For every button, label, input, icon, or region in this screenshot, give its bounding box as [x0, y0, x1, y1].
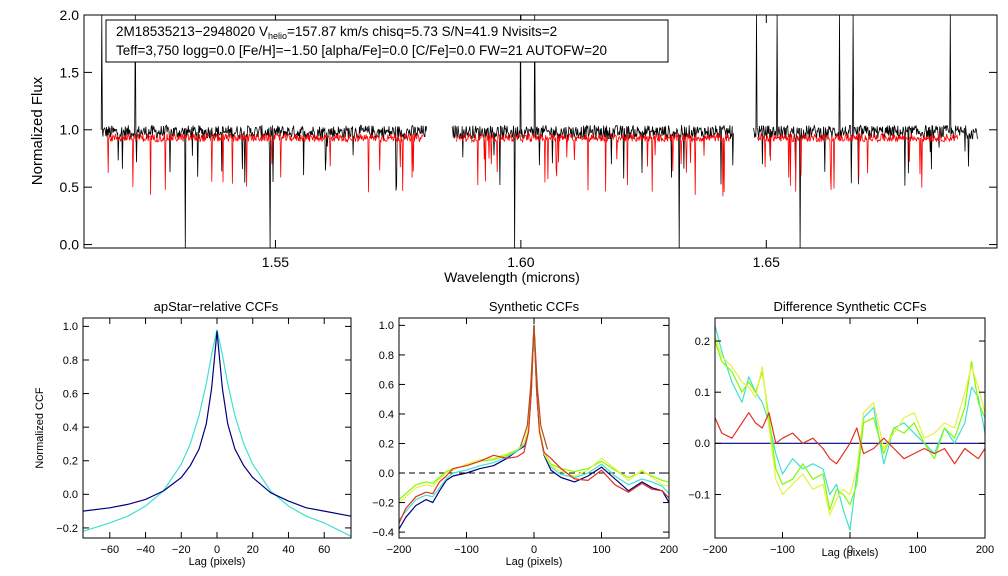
synthetic-ccf-frame [398, 317, 670, 539]
synthetic-ccf-xtick-label: 0 [531, 544, 537, 556]
annotation-line-1-prefix: 2M18535213−2948020 V [116, 24, 268, 39]
difference-ccf-axes: −200 −100 0 100 200 −0.1 0.0 0.1 0.2 [688, 318, 994, 556]
apstar-ccf-xtick-label: 0 [214, 544, 220, 556]
apstar-ccf-panel: apStar−relative CCFs −60 −40 −20 0 20 40 60 −0.… [34, 299, 352, 568]
apstar-ccf-xtick-label: 60 [318, 544, 330, 556]
synthetic-ccf-series-blue [398, 324, 670, 530]
spectrum-ytick-label: 1.5 [60, 64, 80, 80]
difference-ccf-ytick-label: 0.2 [695, 336, 710, 348]
difference-ccf-series-yellow [714, 335, 986, 516]
difference-ccf-ytick-label: 0.0 [695, 438, 710, 450]
difference-ccf-data [714, 325, 986, 531]
difference-ccf-title: Difference Synthetic CCFs [774, 299, 927, 314]
spectrum-xtick-label: 1.55 [262, 254, 289, 270]
synthetic-ccf-ytick-label: 0.6 [379, 379, 394, 391]
annotation-line-2: Teff=3,750 logg=0.0 [Fe/H]=−1.50 [alpha/… [116, 43, 607, 58]
spectrum-xtick-label: 1.60 [507, 254, 534, 270]
synthetic-ccf-series-yellow [398, 324, 670, 504]
difference-ccf-xtick-label: −100 [770, 544, 795, 556]
difference-ccf-ytick-label: −0.1 [688, 489, 710, 501]
spectrum-model-chip-3 [757, 132, 959, 192]
synthetic-ccf-xtick-label: 200 [660, 544, 678, 556]
difference-ccf-series-green [714, 340, 986, 511]
spectrum-ytick-label: 1.0 [60, 122, 80, 138]
synthetic-ccf-ytick-label: −0.2 [372, 497, 394, 509]
spectrum-model-chip-2 [456, 132, 731, 197]
synthetic-ccf-series-brown [519, 324, 549, 450]
spectrum-observed-chip-3 [753, 14, 978, 249]
synthetic-ccf-ytick-label: 0.0 [379, 468, 394, 480]
annotation-line-1-suffix: =157.87 km/s chisq=5.73 S/N=41.9 Nvisits… [287, 24, 557, 39]
apstar-ccf-ytick-label: 0.0 [63, 489, 78, 501]
annotation-line-1: 2M18535213−2948020 Vhelio=157.87 km/s ch… [116, 24, 557, 41]
apstar-ccf-ytick-label: 0.6 [63, 388, 78, 400]
spectrum-xtick-label: 1.65 [753, 254, 780, 270]
synthetic-ccf-ytick-label: −0.4 [372, 527, 394, 539]
difference-ccf-ytick-label: 0.1 [695, 387, 710, 399]
apstar-ccf-xtick-label: 40 [282, 544, 294, 556]
spectrum-panel: 1.55 1.60 1.65 0.0 0.5 1.0 1.5 2.0 Wavelength (… [29, 7, 998, 285]
synthetic-ccf-axes: −200 −100 0 100 200 −0.4 −0.2 0.0 0.2 0.4 0.6 0.8 1.… [372, 318, 678, 556]
spectrum-xlabel: Wavelength (microns) [444, 269, 580, 285]
apstar-ccf-ytick-label: −0.2 [56, 523, 78, 535]
synthetic-ccf-xtick-label: −200 [387, 544, 412, 556]
apstar-ccf-xtick-label: −60 [100, 544, 119, 556]
spectrum-ytick-label: 0.0 [60, 236, 80, 252]
apstar-ccf-ytick-label: 1.0 [63, 321, 78, 333]
annotation-line-1-sub: helio [268, 31, 287, 41]
difference-ccf-xtick-label: −200 [703, 544, 728, 556]
apstar-ccf-ylabel: Normalized CCF [34, 387, 46, 469]
spectrum-frame [83, 14, 998, 249]
spectrum-ylabel: Normalized Flux [29, 76, 46, 185]
apstar-ccf-title: apStar−relative CCFs [154, 299, 279, 314]
synthetic-ccf-ytick-label: 0.4 [379, 409, 394, 421]
apstar-ccf-data [82, 329, 352, 537]
apstar-ccf-series-cyan [82, 329, 352, 537]
synthetic-ccf-xtick-label: 100 [592, 544, 610, 556]
synthetic-ccf-xlabel: Lag (pixels) [506, 556, 563, 568]
apstar-ccf-ytick-label: 0.2 [63, 456, 78, 468]
difference-ccf-xtick-label: 100 [908, 544, 926, 556]
difference-ccf-xtick-label: 0 [847, 544, 853, 556]
difference-ccf-xtick-label: 200 [976, 544, 994, 556]
apstar-ccf-axes: −60 −40 −20 0 20 40 60 −0.2 0.0 0.2 0.4 0.6 0.8 1.0 [56, 318, 351, 556]
apstar-ccf-ytick-label: 0.8 [63, 355, 78, 367]
apstar-ccf-ytick-label: 0.4 [63, 422, 78, 434]
spectrum-model-chip-1 [107, 132, 424, 195]
synthetic-ccf-xtick-label: −100 [454, 544, 479, 556]
apstar-ccf-xtick-label: 20 [247, 544, 259, 556]
spectrum-ytick-label: 0.5 [60, 179, 80, 195]
difference-ccf-xlabel: Lag (pixels) [822, 547, 879, 559]
synthetic-ccf-ytick-label: 0.2 [379, 438, 394, 450]
synthetic-ccf-title: Synthetic CCFs [489, 299, 580, 314]
synthetic-ccf-series-red [398, 324, 670, 524]
difference-ccf-series-red [714, 412, 986, 465]
annotation-box [105, 19, 669, 63]
spectrum-axes: 1.55 1.60 1.65 0.0 0.5 1.0 1.5 2.0 [60, 7, 997, 270]
apstar-ccf-xlabel: Lag (pixels) [189, 556, 246, 568]
apstar-ccf-xtick-label: −40 [136, 544, 155, 556]
apstar-ccf-xtick-label: −20 [172, 544, 191, 556]
apstar-ccf-series-blue [82, 330, 352, 517]
spectrum-data [100, 14, 978, 249]
synthetic-ccf-panel: Synthetic CCFs −200 −100 0 100 200 −0.4 −0.2 0.… [372, 299, 678, 568]
synthetic-ccf-ytick-label: 0.8 [379, 350, 394, 362]
synthetic-ccf-data [398, 324, 670, 530]
spectrum-ytick-label: 2.0 [60, 7, 80, 23]
synthetic-ccf-ytick-label: 1.0 [379, 320, 394, 332]
difference-ccf-panel: Difference Synthetic CCFs −200 −100 0 100 20… [688, 299, 994, 559]
